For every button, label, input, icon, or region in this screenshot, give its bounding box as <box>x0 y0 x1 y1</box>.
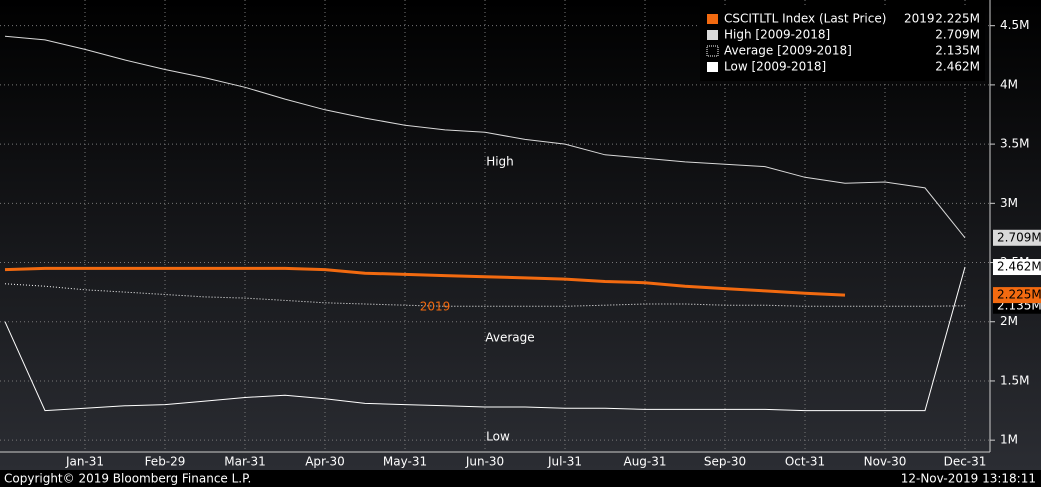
legend-title: CSCITLTL Index (Last Price) <box>724 12 886 26</box>
x-tick-label: Jul-31 <box>547 455 582 469</box>
legend-entry: High [2009-2018] <box>724 28 830 42</box>
value-tag-label: 2.462M <box>997 260 1041 274</box>
legend-entry: Low [2009-2018] <box>724 60 826 74</box>
legend-entry: Average [2009-2018] <box>724 44 852 58</box>
y-tick-label: 1M <box>1000 433 1018 447</box>
y-tick-label: 4.5M <box>1000 18 1029 32</box>
value-tag <box>993 259 1041 276</box>
annotation: Average <box>485 331 534 345</box>
x-tick-label: May-31 <box>383 455 427 469</box>
x-tick-label: Oct-31 <box>785 455 825 469</box>
x-tick-label: Mar-31 <box>224 455 265 469</box>
series-line <box>4 266 846 297</box>
legend-box <box>700 5 985 81</box>
legend-value: 2.225M <box>935 12 980 26</box>
y-tick-label: 1.5M <box>1000 373 1029 387</box>
legend-value: 2.135M <box>935 44 980 58</box>
y-tick-label: 4M <box>1000 77 1018 91</box>
x-tick-label: Sep-30 <box>704 455 746 469</box>
x-tick-label: Feb-29 <box>145 455 186 469</box>
legend-swatch <box>707 14 718 24</box>
grid: 1M1.5M2M2.5M3M3.5M4M4.5MJan-31Feb-29Mar-… <box>0 0 1029 469</box>
footer <box>0 470 1041 487</box>
legend-value: 2.462M <box>935 60 980 74</box>
x-tick-label: Aug-31 <box>623 455 666 469</box>
x-tick-label: Jan-31 <box>65 455 104 469</box>
series-line <box>4 266 966 412</box>
y-tick-label: 2M <box>1000 314 1018 328</box>
value-tag-label: 2.225M <box>997 288 1041 302</box>
value-tag <box>993 287 1041 304</box>
legend-swatch <box>706 45 719 57</box>
x-tick-label: Jun-30 <box>465 455 504 469</box>
legend-swatch <box>707 62 718 72</box>
x-tick-label: Apr-30 <box>305 455 345 469</box>
y-tick-label: 3.5M <box>1000 137 1029 151</box>
x-tick-label: Dec-31 <box>944 455 987 469</box>
annotation: Low <box>486 430 510 444</box>
y-tick-label: 3M <box>1000 196 1018 210</box>
legend: CSCITLTL Index (Last Price) 2019 2.225M Hig… <box>700 5 985 81</box>
lines <box>4 35 966 412</box>
value-tag-label: 2.709M <box>997 230 1041 244</box>
annotation: 2019 <box>420 300 451 314</box>
legend-entry: 2019 <box>904 12 935 26</box>
footer-right: 12-Nov-2019 13:18:11 <box>901 472 1036 486</box>
annotation: High <box>486 155 514 169</box>
legend-value: 2.709M <box>935 28 980 42</box>
footer-left: Copyright© 2019 Bloomberg Finance L.P. <box>4 472 251 486</box>
value-tag <box>993 229 1041 246</box>
series-line <box>4 283 966 307</box>
series-line <box>4 35 966 239</box>
legend-swatch <box>707 30 718 40</box>
x-tick-label: Nov-30 <box>864 455 907 469</box>
